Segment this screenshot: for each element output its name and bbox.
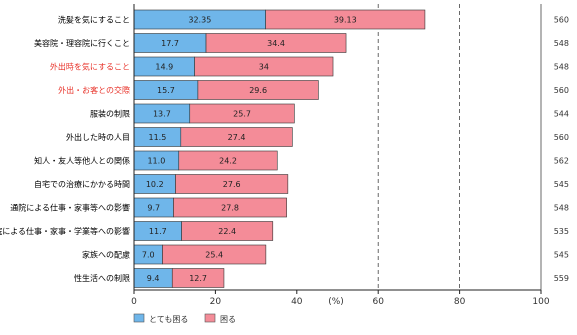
legend-label-series-2: 困る (220, 315, 236, 324)
n-values: 560 548 548 560 544 560 562 545 548 535 545 559 (554, 16, 569, 284)
bar-segment-2-row-1 (265, 9, 426, 30)
value-label-1-row-3: 14.9 (155, 63, 173, 72)
category-label-8: 自宅での治療にかかる時間 (34, 179, 130, 189)
legend: とても困る 困る (133, 313, 236, 324)
category-label-4: 外出・お客との交際 (58, 85, 130, 95)
n-value-3: 548 (554, 63, 569, 72)
axes: 0 20 40 60 80 100 (131, 4, 550, 307)
x-tick-label-100: 100 (532, 297, 549, 307)
value-label-1-row-11: 7.0 (142, 251, 155, 260)
bar-segment-2-row-3 (194, 56, 334, 77)
bar-segment-2-row-12 (171, 268, 225, 288)
category-label-5: 服装の制限 (90, 109, 130, 119)
value-label-1-row-10: 11.7 (149, 227, 167, 236)
bar-segment-2-row-2 (205, 33, 347, 53)
legend-swatch-series-1 (133, 313, 145, 323)
n-value-12: 559 (554, 274, 569, 283)
category-label-10: 通院による仕事・家事・学業等への影響 (0, 226, 130, 236)
x-tick-label-80: 80 (454, 297, 466, 307)
n-value-7: 562 (554, 157, 569, 166)
value-label-2-row-3: 34 (259, 63, 269, 72)
n-value-5: 544 (554, 110, 569, 119)
bar-segment-2-row-11 (162, 244, 267, 265)
value-label-1-row-12: 9.4 (147, 274, 160, 283)
value-label-1-row-1: 32.35 (188, 16, 211, 25)
x-tick-label-20: 20 (210, 297, 222, 307)
value-label-2-row-2: 34.4 (267, 39, 285, 48)
category-label-7: 知人・友人等他人との関係 (34, 156, 130, 166)
bar-segment-2-row-8 (175, 174, 289, 194)
bar-segment-2-row-5 (189, 103, 295, 124)
x-tick-label-40: 40 (291, 297, 303, 307)
bar-segment-2-row-9 (173, 197, 287, 218)
category-label-1: 洗髪を気にすること (58, 15, 130, 25)
legend-label-series-1: とても困る (149, 315, 188, 324)
n-value-11: 545 (554, 251, 569, 260)
value-label-1-row-7: 11.0 (147, 157, 165, 166)
category-label-3: 外出時を気にすること (50, 62, 130, 72)
bar-segment-2-row-6 (180, 127, 293, 147)
value-label-1-row-4: 15.7 (157, 86, 175, 95)
category-label-2: 美容院・理容院に行くこと (34, 38, 130, 48)
x-tick-label-0: 0 (131, 297, 137, 307)
bar-segment-2-row-7 (178, 150, 278, 171)
value-label-2-row-9: 27.8 (221, 204, 239, 213)
value-label-2-row-12: 12.7 (189, 274, 207, 283)
value-label-2-row-8: 27.6 (223, 180, 241, 189)
bar-segment-2-row-10 (181, 221, 274, 241)
gridlines (377, 4, 542, 290)
n-value-10: 535 (554, 227, 569, 236)
value-label-2-row-10: 22.4 (218, 227, 236, 236)
bar-segment-2-row-4 (197, 80, 319, 100)
x-tick-label-60: 60 (372, 297, 384, 307)
value-label-1-row-2: 17.7 (161, 39, 179, 48)
n-value-1: 560 (554, 16, 569, 25)
n-value-8: 545 (554, 180, 569, 189)
value-label-2-row-7: 24.2 (219, 157, 237, 166)
n-value-6: 560 (554, 133, 569, 142)
value-label-2-row-1: 39.13 (334, 16, 357, 25)
n-value-2: 548 (554, 39, 569, 48)
value-label-1-row-9: 9.7 (147, 204, 160, 213)
category-label-6: 外出した時の人目 (66, 132, 130, 142)
value-label-1-row-6: 11.5 (148, 133, 166, 142)
n-value-4: 560 (554, 86, 569, 95)
value-label-2-row-11: 25.4 (205, 251, 223, 260)
value-label-1-row-5: 13.7 (153, 110, 171, 119)
category-label-12: 性生活への制限 (74, 273, 130, 283)
value-label-2-row-4: 29.6 (249, 86, 267, 95)
value-label-2-row-5: 25.7 (233, 110, 251, 119)
legend-swatch-series-2 (204, 313, 216, 323)
x-axis-unit-label: (%) (328, 297, 344, 307)
value-label-1-row-8: 10.2 (146, 180, 164, 189)
bars: 32.35 39.13 17.7 34.4 14.9 34 15.7 29.6 13.7 25.7… (133, 9, 426, 288)
category-label-11: 家族への配慮 (82, 250, 130, 260)
value-label-2-row-6: 27.4 (228, 133, 246, 142)
category-labels: 洗髪を気にすること美容院・理容院に行くこと外出時を気にすること外出・お客との交際… (0, 15, 130, 284)
n-value-9: 548 (554, 204, 569, 213)
category-label-9: 通院による仕事・家事等への影響 (10, 203, 130, 213)
